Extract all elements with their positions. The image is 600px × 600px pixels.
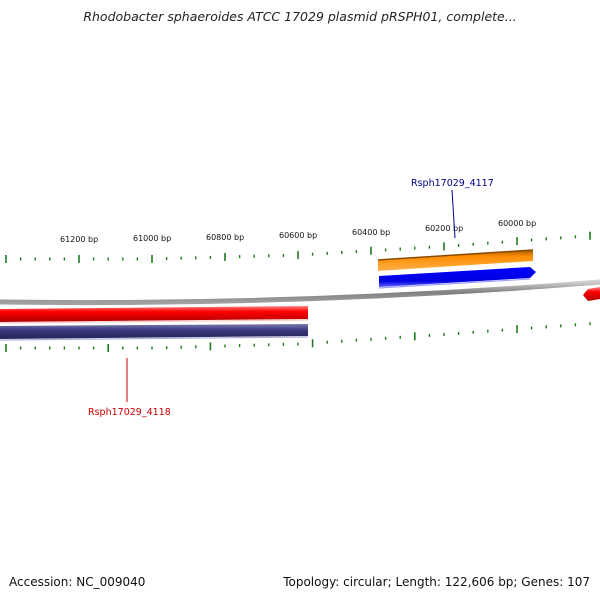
scale-label-60000: 60000 bp <box>498 219 536 228</box>
accession-info: Accession: NC_009040 <box>9 575 145 589</box>
accession-value: NC_009040 <box>76 575 146 589</box>
topology-label: Topology: <box>283 575 340 589</box>
gene-bar-4118-highlight <box>0 319 309 324</box>
gene-arrow-red-right-edge[interactable] <box>583 287 600 301</box>
gene-bar-rsph17029-4118[interactable] <box>0 306 308 322</box>
gene-label-rsph17029-4117[interactable]: Rsph17029_4117 <box>411 178 494 189</box>
gene-bar-navy-highlight <box>0 336 309 341</box>
genes-label: Genes: <box>521 575 564 589</box>
plasmid-backbone <box>0 279 600 306</box>
gene-bar-orange[interactable] <box>378 250 533 271</box>
accession-label: Accession: <box>9 575 73 589</box>
outer-scale-ticks <box>5 231 591 263</box>
gene-label-leader-4117 <box>451 189 456 239</box>
length-label: Length: <box>395 575 441 589</box>
scale-label-60400: 60400 bp <box>352 228 390 237</box>
gene-bar-navy[interactable] <box>0 324 308 339</box>
genes-value: 107 <box>567 575 590 589</box>
separator-2: ; <box>513 575 518 589</box>
scale-label-60200: 60200 bp <box>425 224 463 233</box>
scale-label-60600: 60600 bp <box>279 231 317 240</box>
separator-1: ; <box>387 575 392 589</box>
gene-bar-orange-edge <box>377 249 534 261</box>
gene-arrow-rsph17029-4117[interactable] <box>379 267 536 287</box>
scale-label-61200: 61200 bp <box>60 235 98 244</box>
length-value: 122,606 bp <box>444 575 514 589</box>
gene-arrow-4117-shadow <box>378 278 531 289</box>
inner-scale-ticks <box>5 322 591 352</box>
gene-label-rsph17029-4118[interactable]: Rsph17029_4118 <box>88 407 171 418</box>
scale-label-60800: 60800 bp <box>206 233 244 242</box>
map-title: Rhodobacter sphaeroides ATCC 17029 plasm… <box>83 9 517 24</box>
plasmid-stats: Topology: circular; Length: 122,606 bp; … <box>283 575 590 589</box>
topology-value: circular <box>343 575 388 589</box>
scale-label-61000: 61000 bp <box>133 234 171 243</box>
